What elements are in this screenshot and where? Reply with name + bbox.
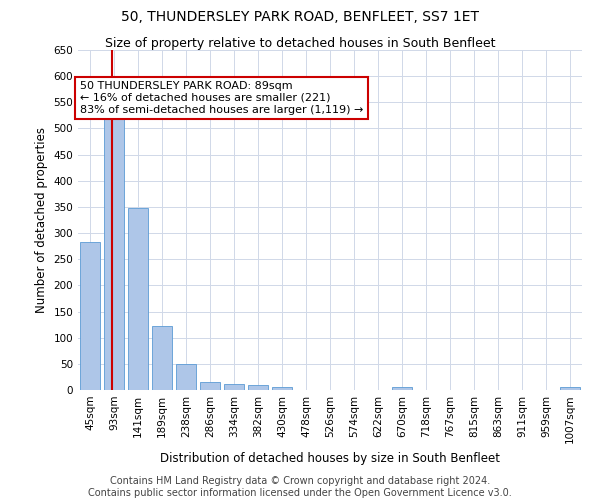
Bar xyxy=(104,117,124,390)
Bar xyxy=(224,384,244,390)
Bar xyxy=(272,388,292,390)
Bar xyxy=(392,388,412,390)
Bar xyxy=(200,382,220,390)
Bar xyxy=(152,326,172,390)
Bar xyxy=(560,388,580,390)
Text: 50, THUNDERSLEY PARK ROAD, BENFLEET, SS7 1ET: 50, THUNDERSLEY PARK ROAD, BENFLEET, SS7… xyxy=(121,10,479,24)
Bar xyxy=(248,386,268,390)
Bar xyxy=(80,242,100,390)
Text: 50 THUNDERSLEY PARK ROAD: 89sqm
← 16% of detached houses are smaller (221)
83% o: 50 THUNDERSLEY PARK ROAD: 89sqm ← 16% of… xyxy=(80,82,363,114)
Y-axis label: Number of detached properties: Number of detached properties xyxy=(35,127,48,313)
Bar xyxy=(128,208,148,390)
Text: Size of property relative to detached houses in South Benfleet: Size of property relative to detached ho… xyxy=(105,38,495,51)
Bar xyxy=(176,364,196,390)
Text: Contains HM Land Registry data © Crown copyright and database right 2024.
Contai: Contains HM Land Registry data © Crown c… xyxy=(88,476,512,498)
X-axis label: Distribution of detached houses by size in South Benfleet: Distribution of detached houses by size … xyxy=(160,452,500,464)
